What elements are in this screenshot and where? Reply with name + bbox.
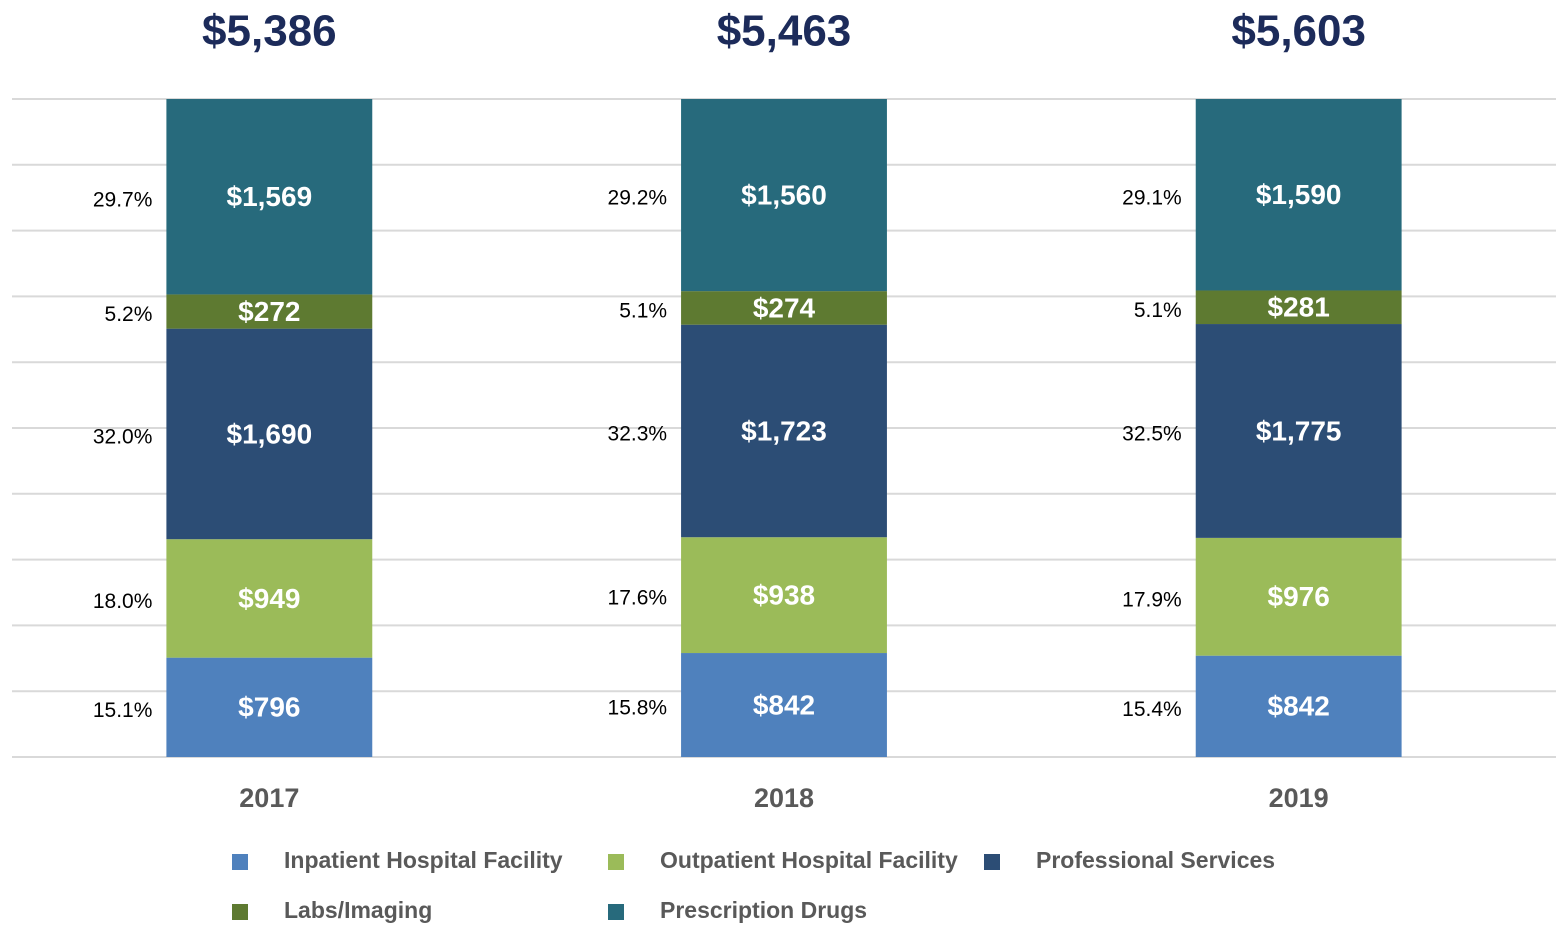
percent-label: 5.1%: [619, 299, 667, 322]
total-label: $5,386: [202, 7, 337, 56]
bar-segment: [166, 294, 373, 329]
legend-label: Professional Services: [1036, 847, 1275, 873]
legend-label: Prescription Drugs: [660, 897, 867, 923]
bar-segment: [166, 99, 373, 295]
percent-label: 32.5%: [1122, 423, 1182, 446]
percent-label: 17.9%: [1122, 588, 1182, 611]
x-tick-label: 2019: [1269, 783, 1329, 813]
total-label: $5,603: [1231, 7, 1366, 56]
percent-label: 29.7%: [93, 188, 153, 211]
amount-label: $1,560: [741, 179, 827, 210]
percent-label: 17.6%: [608, 587, 668, 610]
amount-label: $1,775: [1256, 415, 1342, 446]
bar-segment: [166, 539, 373, 658]
bar-segment: [681, 324, 887, 538]
bar-segment: [1195, 537, 1402, 656]
percent-label: 32.3%: [608, 423, 668, 446]
amount-label: $938: [753, 580, 815, 611]
amount-label: $1,723: [741, 415, 827, 446]
amount-label: $272: [238, 296, 300, 327]
legend-marker: [608, 854, 624, 870]
percent-label: 5.2%: [105, 303, 153, 326]
bar-segment: [1195, 290, 1402, 325]
amount-label: $976: [1268, 581, 1330, 612]
amount-label: $1,690: [227, 418, 313, 449]
amount-label: $1,569: [227, 181, 313, 212]
bar-segment: [681, 99, 887, 292]
x-tick-label: 2017: [239, 783, 299, 813]
percent-label: 15.1%: [93, 699, 153, 722]
percent-label: 32.0%: [93, 425, 153, 448]
amount-label: $949: [238, 583, 300, 614]
amount-label: $842: [1268, 691, 1330, 722]
amount-label: $796: [238, 692, 300, 723]
amount-label: $1,590: [1256, 179, 1342, 210]
legend-label: Labs/Imaging: [284, 897, 432, 923]
percent-label: 15.8%: [608, 697, 668, 720]
amount-label: $274: [753, 292, 816, 323]
bar-segment: [681, 291, 887, 325]
bar-segment: [166, 657, 373, 757]
bar-segment: [1195, 655, 1402, 757]
bar-segment: [681, 653, 887, 757]
percent-label: 15.4%: [1122, 698, 1182, 721]
legend-label: Outpatient Hospital Facility: [660, 847, 958, 873]
percent-label: 5.1%: [1134, 299, 1182, 322]
legend-marker: [232, 904, 248, 920]
amount-label: $842: [753, 689, 815, 720]
percent-label: 18.0%: [93, 590, 153, 613]
percent-label: 29.2%: [608, 187, 668, 210]
amount-label: $281: [1268, 292, 1330, 323]
bar-segment: [1195, 324, 1402, 538]
legend-marker: [232, 854, 248, 870]
bar-segment: [681, 537, 887, 654]
percent-label: 29.1%: [1122, 186, 1182, 209]
x-tick-label: 2018: [754, 783, 814, 813]
total-label: $5,463: [717, 7, 852, 56]
legend-marker: [608, 904, 624, 920]
legend-marker: [984, 854, 1000, 870]
bar-segment: [166, 328, 373, 540]
legend-label: Inpatient Hospital Facility: [284, 847, 563, 873]
bar-segment: [1195, 99, 1402, 291]
